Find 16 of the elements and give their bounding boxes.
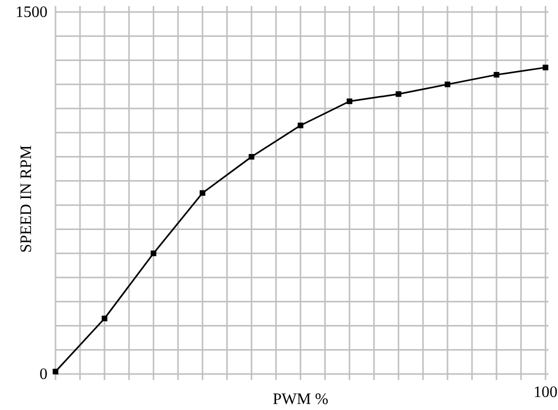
point (248, 154, 254, 160)
y-tick-label: 0 (40, 366, 48, 383)
point (494, 72, 500, 78)
point (346, 98, 352, 104)
x-tick-label: 100 (534, 384, 558, 401)
point (444, 82, 450, 88)
point (200, 190, 206, 196)
x-axis-title: PWM % (272, 391, 328, 408)
y-axis-title: SPEED IN RPM (18, 145, 35, 253)
y-tick-label: 1500 (16, 4, 48, 21)
point (396, 91, 402, 97)
point (102, 316, 108, 322)
point (150, 250, 156, 256)
point (298, 122, 304, 128)
point (52, 368, 58, 374)
point (542, 64, 548, 70)
